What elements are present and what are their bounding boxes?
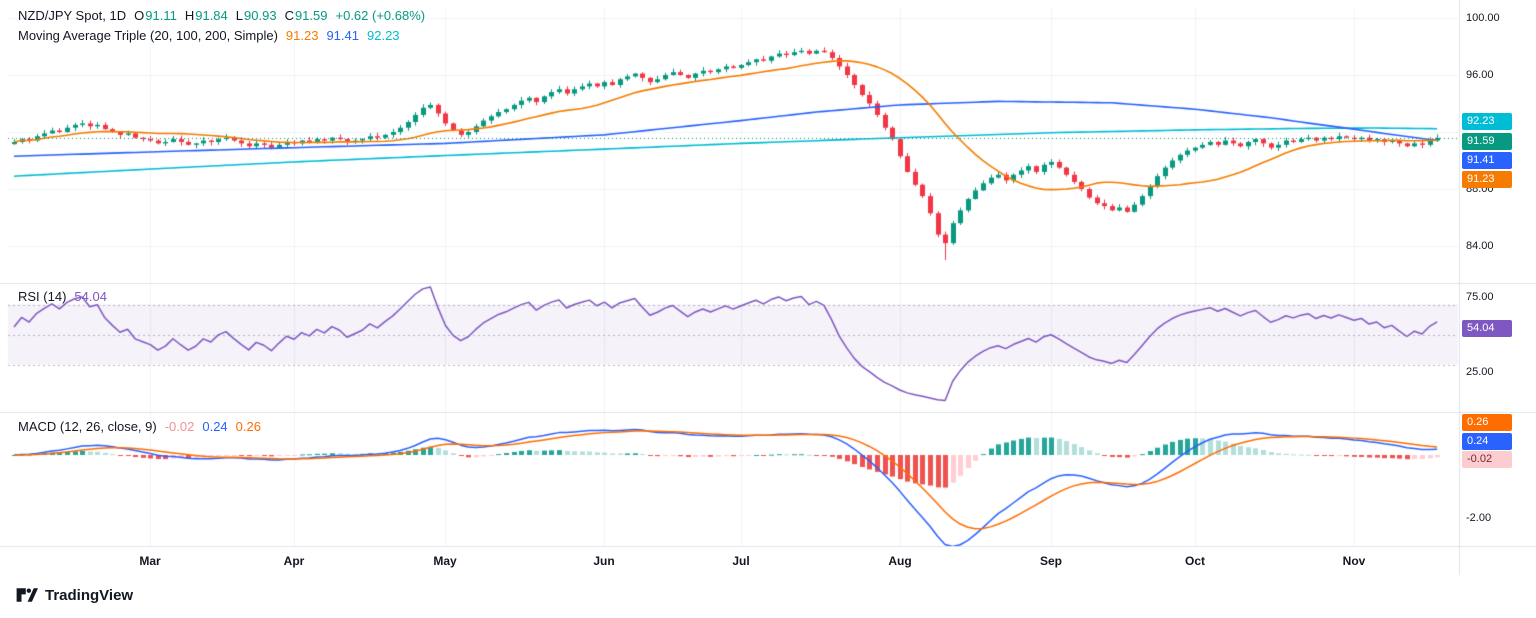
rsi-tick: 75.00	[1466, 291, 1494, 303]
ma200-price-badge: 92.23	[1462, 113, 1512, 130]
ma100-price-badge: 91.41	[1462, 152, 1512, 169]
last-price-badge: 91.59	[1462, 133, 1512, 150]
open-pair: O 91.11	[134, 8, 177, 23]
change-value: +0.62 (+0.68%)	[335, 8, 426, 23]
ma100-value: 91.41	[326, 28, 359, 43]
month-label: Jun	[593, 554, 615, 568]
rsi-value-badge: 54.04	[1462, 320, 1512, 337]
rsi-legend[interactable]: RSI (14) 54.04	[18, 289, 107, 304]
close-label: C	[284, 8, 294, 23]
open-value: 91.11	[145, 8, 177, 23]
close-value: 91.59	[294, 8, 328, 23]
low-pair: L 90.93	[236, 8, 277, 23]
month-label: Aug	[888, 554, 912, 568]
price-tick: 96.00	[1466, 69, 1494, 81]
macd-tick: -2.00	[1466, 512, 1492, 524]
rsi-title: RSI (14)	[18, 289, 67, 304]
ma200-value: 92.23	[367, 28, 400, 43]
close-pair: C 91.59	[285, 8, 328, 23]
tradingview-logo-icon	[16, 588, 38, 602]
macd-legend[interactable]: MACD (12, 26, close, 9) -0.02 0.24 0.26	[18, 419, 261, 434]
month-label: Sep	[1039, 554, 1063, 568]
low-label: L	[235, 8, 244, 23]
macd-line-value: 0.24	[202, 419, 228, 434]
macd-signal-value: 0.26	[235, 419, 261, 434]
ma-title: Moving Average Triple (20, 100, 200, Sim…	[18, 28, 278, 43]
price-tick: 84.00	[1466, 240, 1494, 252]
ma-legend[interactable]: Moving Average Triple (20, 100, 200, Sim…	[18, 28, 400, 43]
month-label: Nov	[1342, 554, 1366, 568]
month-label: May	[433, 554, 457, 568]
tradingview-brand-text: TradingView	[45, 586, 134, 604]
rsi-value: 54.04	[74, 289, 107, 304]
month-label: Oct	[1184, 554, 1206, 568]
month-label: Mar	[139, 554, 161, 568]
macd-line-badge: 0.24	[1462, 433, 1512, 450]
high-pair: H 91.84	[185, 8, 228, 23]
tradingview-logo[interactable]: TradingView	[16, 586, 133, 604]
ma20-price-badge: 91.23	[1462, 171, 1512, 188]
high-label: H	[184, 8, 195, 23]
open-label: O	[134, 8, 145, 23]
macd-hist-value: -0.02	[164, 419, 195, 434]
symbol-title: NZD/JPY Spot, 1D	[18, 8, 127, 23]
macd-hist-badge: -0.02	[1462, 451, 1512, 468]
price-tick: 100.00	[1466, 12, 1500, 24]
rsi-tick: 25.00	[1466, 366, 1494, 378]
month-label: Apr	[283, 554, 305, 568]
macd-signal-badge: 0.26	[1462, 414, 1512, 431]
low-value: 90.93	[244, 8, 277, 23]
macd-title: MACD (12, 26, close, 9)	[18, 419, 157, 434]
symbol-legend[interactable]: NZD/JPY Spot, 1D O 91.11 H 91.84 L 90.93…	[18, 8, 425, 23]
ma20-value: 91.23	[285, 28, 319, 43]
high-value: 91.84	[195, 8, 228, 23]
month-label: Jul	[732, 554, 750, 568]
